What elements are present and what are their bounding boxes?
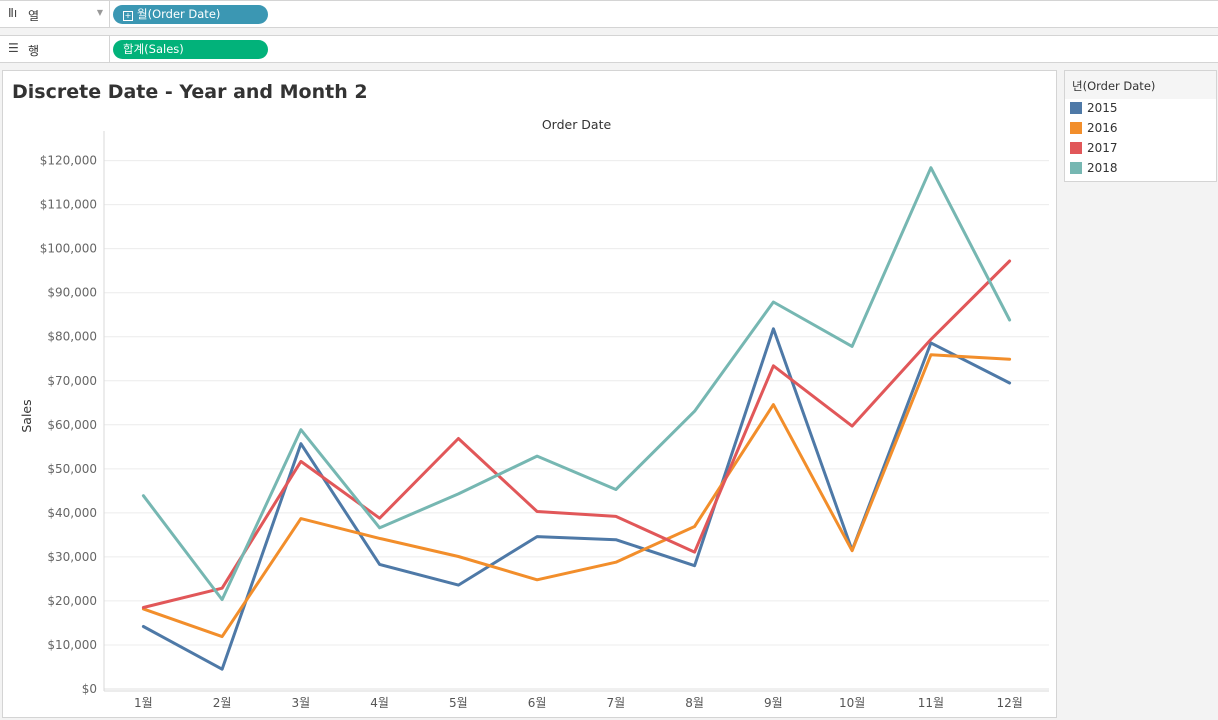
columns-icon: Ⅱı <box>8 6 18 20</box>
x-tick-label: 6월 <box>528 696 547 710</box>
rows-icon: ☰ <box>8 41 19 55</box>
chevron-down-icon[interactable]: ▼ <box>96 8 103 17</box>
series-line-2018[interactable] <box>141 166 1012 602</box>
x-tick-label: 12월 <box>996 696 1022 710</box>
series-line-2017[interactable] <box>141 259 1012 609</box>
legend-swatch <box>1070 162 1082 174</box>
legend: 년(Order Date) 2015 2016 2017 2018 <box>1064 70 1217 182</box>
series-line-2015[interactable] <box>141 327 1012 671</box>
y-tick-label: $90,000 <box>47 286 97 300</box>
y-tick-label: $100,000 <box>40 242 97 256</box>
columns-pill-label: 월(Order Date) <box>137 7 221 21</box>
legend-label: 2017 <box>1087 141 1118 155</box>
legend-label: 2018 <box>1087 161 1118 175</box>
y-tick-label: $10,000 <box>47 638 97 652</box>
y-tick-label: $30,000 <box>47 550 97 564</box>
x-tick-label: 11월 <box>918 696 944 710</box>
legend-swatch <box>1070 102 1082 114</box>
y-tick-label: $20,000 <box>47 594 97 608</box>
chart-title: Discrete Date - Year and Month 2 <box>12 81 368 103</box>
legend-item-2015[interactable]: 2015 <box>1065 99 1216 119</box>
x-tick-label: 4월 <box>370 696 389 710</box>
series-line-2016[interactable] <box>141 353 1012 639</box>
legend-label: 2016 <box>1087 121 1118 135</box>
legend-item-2016[interactable]: 2016 <box>1065 119 1216 139</box>
y-tick-label: $70,000 <box>47 374 97 388</box>
y-axis-title: Sales <box>19 399 34 432</box>
legend-label: 2015 <box>1087 101 1118 115</box>
legend-swatch <box>1070 122 1082 134</box>
rows-pill-label: 합계(Sales) <box>123 42 184 56</box>
x-tick-label: 10월 <box>839 696 865 710</box>
y-tick-label: $120,000 <box>40 154 97 168</box>
y-tick-label: $0 <box>82 682 97 696</box>
x-tick-label: 7월 <box>607 696 626 710</box>
columns-shelf-label: Ⅱı 열 ▼ <box>0 1 110 27</box>
rows-label: 행 <box>28 44 40 58</box>
expand-icon[interactable]: + <box>123 11 133 21</box>
y-tick-label: $60,000 <box>47 418 97 432</box>
line-chart[interactable]: $0 $10,000 $20,000 $30,000 $40,000 $50,000 $60… <box>3 71 1056 717</box>
rows-shelf-label: ☰ 행 <box>0 36 110 62</box>
y-tick-label: $80,000 <box>47 330 97 344</box>
legend-item-2017[interactable]: 2017 <box>1065 139 1216 159</box>
x-tick-label: 2월 <box>213 696 232 710</box>
rows-pill[interactable]: 합계(Sales) <box>113 40 268 59</box>
y-tick-label: $50,000 <box>47 462 97 476</box>
x-axis-title: Order Date <box>542 117 612 132</box>
y-tick-label: $40,000 <box>47 506 97 520</box>
columns-shelf: Ⅱı 열 ▼ + 월(Order Date) <box>0 0 1218 28</box>
legend-swatch <box>1070 142 1082 154</box>
x-tick-label: 1월 <box>134 696 153 710</box>
columns-label: 열 <box>28 9 40 23</box>
x-tick-label: 9월 <box>764 696 783 710</box>
y-tick-label: $110,000 <box>40 198 97 212</box>
legend-title: 년(Order Date) <box>1065 71 1216 99</box>
x-tick-label: 8월 <box>685 696 704 710</box>
x-tick-label: 5월 <box>449 696 468 710</box>
x-tick-label: 3월 <box>292 696 311 710</box>
viz-panel: Discrete Date - Year and Month 2 $0 $10,0… <box>2 70 1057 718</box>
rows-shelf: ☰ 행 합계(Sales) <box>0 35 1218 63</box>
legend-item-2018[interactable]: 2018 <box>1065 159 1216 179</box>
columns-pill[interactable]: + 월(Order Date) <box>113 5 268 24</box>
